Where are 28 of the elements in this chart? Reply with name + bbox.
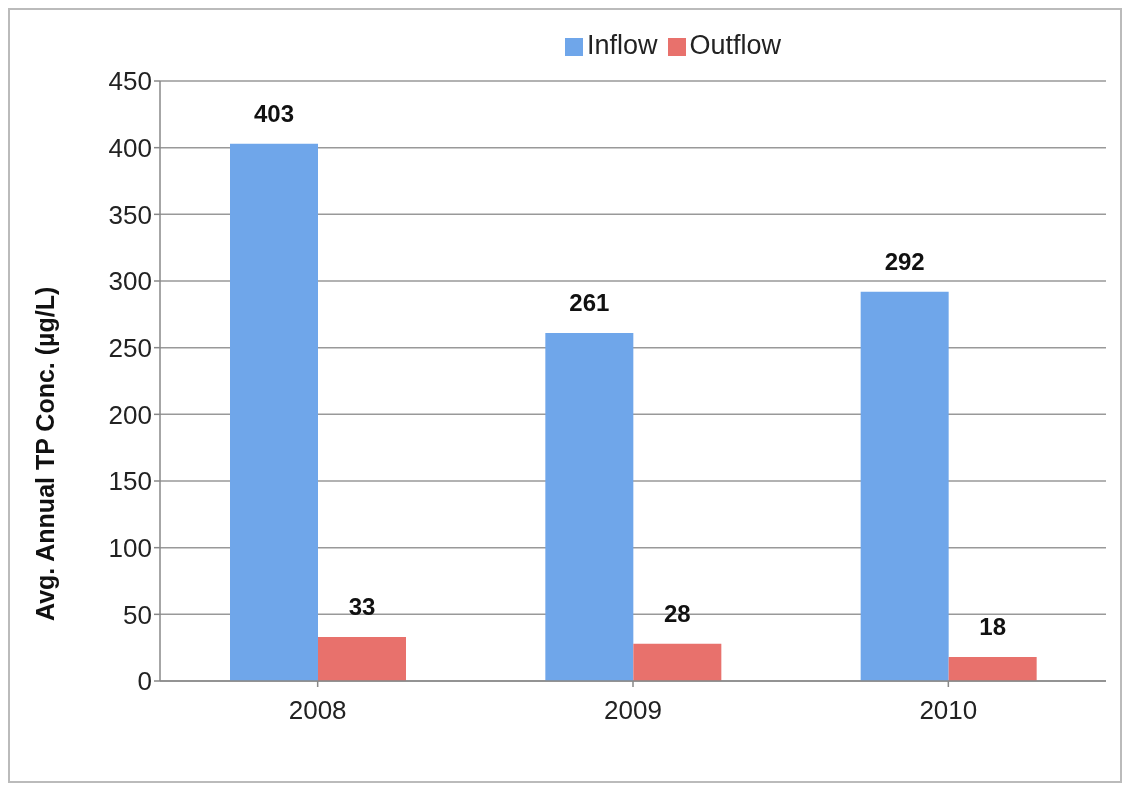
y-tick-label: 250 (108, 332, 152, 363)
y-tick-label: 150 (108, 466, 152, 497)
y-tick-label: 50 (123, 599, 152, 630)
bar (230, 143, 318, 681)
y-axis-title: Avg. Annual TP Conc. (µg/L) (30, 286, 59, 621)
x-tick-label: 2009 (604, 695, 662, 726)
y-tick-label: 200 (108, 399, 152, 430)
y-tick-label: 300 (108, 266, 152, 297)
data-label: 28 (663, 599, 691, 627)
y-tick-label: 350 (108, 199, 152, 230)
legend-label: Inflow (586, 30, 658, 60)
y-tick-label: 100 (108, 532, 152, 563)
data-label: 33 (348, 593, 376, 620)
data-label: 403 (253, 99, 295, 127)
legend-label: Outflow (689, 30, 782, 60)
y-tick-label: 400 (108, 132, 152, 163)
data-label: 18 (979, 613, 1007, 640)
y-tick-label: 450 (108, 66, 152, 97)
y-tick-label: 0 (137, 666, 152, 697)
bar (633, 643, 722, 681)
bar (318, 637, 406, 681)
bar (545, 333, 634, 681)
x-tick-label: 2010 (919, 695, 978, 726)
x-tick-label: 2008 (288, 695, 347, 726)
bar (860, 291, 949, 681)
data-label: 292 (884, 247, 925, 275)
bar (948, 657, 1037, 681)
data-label: 261 (569, 289, 610, 316)
